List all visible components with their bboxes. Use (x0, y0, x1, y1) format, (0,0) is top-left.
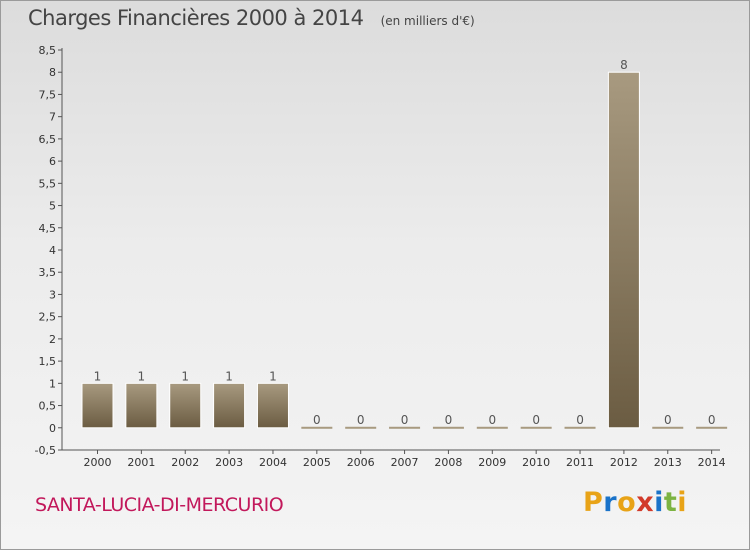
bar-value-label: 0 (576, 413, 584, 427)
bar-value-label: 1 (181, 369, 189, 383)
x-tick-label: 2010 (522, 456, 550, 469)
bar-value-label: 0 (401, 413, 409, 427)
logo-letter: i (654, 487, 664, 518)
y-tick-label: 4 (49, 244, 56, 257)
bar-value-label: 0 (532, 413, 540, 427)
bar (345, 426, 377, 429)
x-tick-label: 2012 (610, 456, 638, 469)
bar (696, 426, 728, 429)
logo-letter: P (583, 487, 604, 518)
x-tick-label: 2008 (434, 456, 462, 469)
x-tick-label: 2000 (84, 456, 112, 469)
x-tick-label: 2003 (215, 456, 243, 469)
x-tick-label: 2011 (566, 456, 594, 469)
bar (652, 426, 684, 429)
bar (389, 426, 421, 429)
bar-value-label: 0 (357, 413, 365, 427)
logo-letter: t (663, 487, 678, 518)
bar (607, 71, 640, 429)
bar-value-label: 0 (488, 413, 496, 427)
bar-value-label: 1 (225, 369, 233, 383)
logo-letter: x (636, 487, 655, 518)
y-tick-label: 4,5 (39, 222, 57, 235)
bar-value-label: 0 (313, 413, 321, 427)
bar-value-label: 1 (94, 369, 102, 383)
logo-letter: r (603, 487, 618, 518)
bar (213, 382, 246, 429)
chart-header: Charges Financières 2000 à 2014 (en mill… (28, 6, 475, 30)
bar (476, 426, 508, 429)
y-tick-label: 1 (49, 377, 56, 390)
y-tick-label: 0 (49, 422, 56, 435)
y-tick-label: -0,5 (35, 444, 56, 457)
y-tick-label: 5,5 (39, 177, 57, 190)
x-tick-label: 2001 (127, 456, 155, 469)
bar-value-label: 1 (269, 369, 277, 383)
bar (432, 426, 464, 429)
bar-value-label: 1 (138, 369, 146, 383)
bar (301, 426, 333, 429)
x-tick-label: 2007 (391, 456, 419, 469)
proxiti-logo[interactable]: Proxiti (583, 487, 687, 518)
y-tick-label: 5 (49, 200, 56, 213)
y-tick-label: 6 (49, 155, 56, 168)
chart-title: Charges Financières 2000 à 2014 (28, 6, 364, 30)
y-tick-label: 3,5 (39, 266, 57, 279)
y-tick-label: 8 (49, 66, 56, 79)
x-tick-label: 2009 (478, 456, 506, 469)
bar (169, 382, 202, 429)
x-tick-label: 2005 (303, 456, 331, 469)
y-tick-label: 0,5 (39, 400, 57, 413)
x-tick-label: 2014 (698, 456, 726, 469)
y-tick-label: 7,5 (39, 88, 57, 101)
y-tick-label: 7 (49, 111, 56, 124)
commune-name: SANTA-LUCIA-DI-MERCURIO (35, 494, 284, 516)
x-tick-label: 2004 (259, 456, 287, 469)
x-tick-label: 2002 (171, 456, 199, 469)
bar-value-label: 0 (445, 413, 453, 427)
bar (81, 382, 114, 429)
y-tick-label: 3 (49, 288, 56, 301)
chart-unit: (en milliers d'€) (380, 14, 475, 28)
x-tick-label: 2013 (654, 456, 682, 469)
bar-value-label: 8 (620, 58, 628, 72)
bar (125, 382, 158, 429)
bar (520, 426, 552, 429)
logo-letter: i (677, 487, 688, 518)
bar (256, 382, 289, 429)
y-tick-label: 8,5 (39, 44, 57, 57)
y-tick-label: 2 (49, 333, 56, 346)
bar (564, 426, 596, 429)
y-tick-label: 6,5 (39, 133, 57, 146)
logo-letter: o (617, 487, 637, 518)
bar-value-label: 0 (664, 413, 672, 427)
y-tick-label: 2,5 (39, 311, 57, 324)
bar-value-label: 0 (708, 413, 716, 427)
y-tick-label: 1,5 (39, 355, 57, 368)
x-tick-label: 2006 (347, 456, 375, 469)
